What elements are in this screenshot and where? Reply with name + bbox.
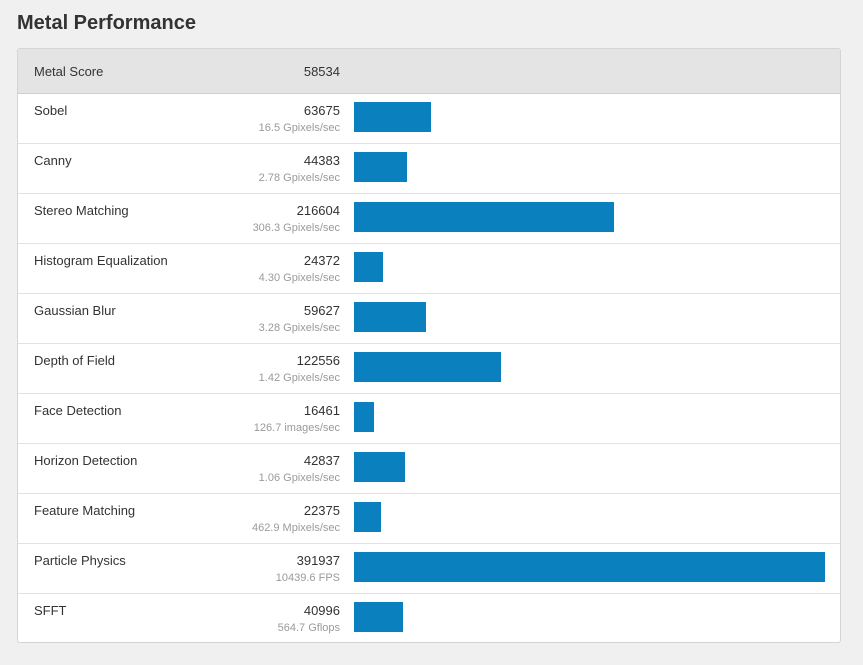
benchmark-row: Feature Matching 22375 462.9 Mpixels/sec: [18, 494, 840, 544]
benchmark-row: Canny 44383 2.78 Gpixels/sec: [18, 144, 840, 194]
benchmark-bar: [354, 402, 374, 432]
benchmark-label: Gaussian Blur: [34, 303, 116, 318]
benchmark-rate: 462.9 Mpixels/sec: [251, 522, 340, 534]
benchmark-bar: [354, 602, 403, 632]
benchmark-row: Stereo Matching 216604 306.3 Gpixels/sec: [18, 194, 840, 244]
benchmark-label: Feature Matching: [34, 503, 136, 518]
benchmark-label: Canny: [34, 153, 72, 168]
benchmark-row: Particle Physics 391937 10439.6 FPS: [18, 544, 840, 594]
benchmark-row: Face Detection 16461 126.7 images/sec: [18, 394, 840, 444]
benchmark-bar: [354, 152, 407, 182]
benchmark-bar: [354, 102, 431, 132]
benchmark-score: 391937: [296, 553, 340, 568]
benchmark-score: 22375: [303, 503, 340, 518]
benchmark-score: 42837: [303, 453, 340, 468]
benchmark-rate: 16.5 Gpixels/sec: [258, 122, 340, 134]
benchmark-label: SFFT: [34, 603, 67, 618]
benchmark-label: Stereo Matching: [34, 203, 129, 218]
benchmark-bar: [354, 352, 501, 382]
benchmark-rate: 306.3 Gpixels/sec: [252, 222, 340, 234]
benchmark-bar: [354, 552, 825, 582]
benchmark-score: 44383: [303, 153, 340, 168]
benchmark-label: Face Detection: [34, 403, 122, 418]
summary-label: Metal Score: [34, 64, 104, 79]
benchmark-label: Horizon Detection: [34, 453, 138, 468]
benchmark-score: 216604: [296, 203, 340, 218]
benchmark-row: Horizon Detection 42837 1.06 Gpixels/sec: [18, 444, 840, 494]
results-panel: Metal Score 58534 Sobel 63675 16.5 Gpixels…: [17, 48, 841, 643]
benchmark-score: 24372: [303, 253, 340, 268]
benchmark-bar: [354, 202, 614, 232]
benchmark-row: Depth of Field 122556 1.42 Gpixels/sec: [18, 344, 840, 394]
benchmark-rate: 10439.6 FPS: [275, 572, 340, 584]
benchmark-rate: 564.7 Gflops: [277, 622, 340, 634]
benchmark-rate: 3.28 Gpixels/sec: [258, 322, 340, 334]
benchmark-row: Gaussian Blur 59627 3.28 Gpixels/sec: [18, 294, 840, 344]
benchmark-rate: 2.78 Gpixels/sec: [258, 172, 340, 184]
benchmark-label: Sobel: [34, 103, 68, 118]
benchmark-row: SFFT 40996 564.7 Gflops: [18, 594, 840, 642]
benchmark-rate: 126.7 images/sec: [253, 422, 340, 434]
page-title: Metal Performance: [17, 12, 196, 34]
benchmark-score: 40996: [303, 603, 340, 618]
benchmark-row: Sobel 63675 16.5 Gpixels/sec: [18, 94, 840, 144]
benchmark-score: 59627: [303, 303, 340, 318]
benchmark-bar: [354, 452, 405, 482]
benchmark-score: 122556: [296, 353, 340, 368]
summary-score: 58534: [303, 64, 340, 79]
benchmark-score: 63675: [303, 103, 340, 118]
benchmark-row: Histogram Equalization 24372 4.30 Gpixels/…: [18, 244, 840, 294]
benchmark-rate: 1.42 Gpixels/sec: [258, 372, 340, 384]
summary-row: Metal Score 58534: [18, 49, 840, 94]
benchmark-bar: [354, 302, 426, 332]
benchmark-label: Depth of Field: [34, 353, 115, 368]
benchmark-bar: [354, 502, 381, 532]
benchmark-label: Histogram Equalization: [34, 253, 168, 268]
benchmark-bar: [354, 252, 383, 282]
benchmark-rate: 4.30 Gpixels/sec: [258, 272, 340, 284]
benchmark-label: Particle Physics: [34, 553, 126, 568]
benchmark-rate: 1.06 Gpixels/sec: [258, 472, 340, 484]
benchmark-score: 16461: [303, 403, 340, 418]
